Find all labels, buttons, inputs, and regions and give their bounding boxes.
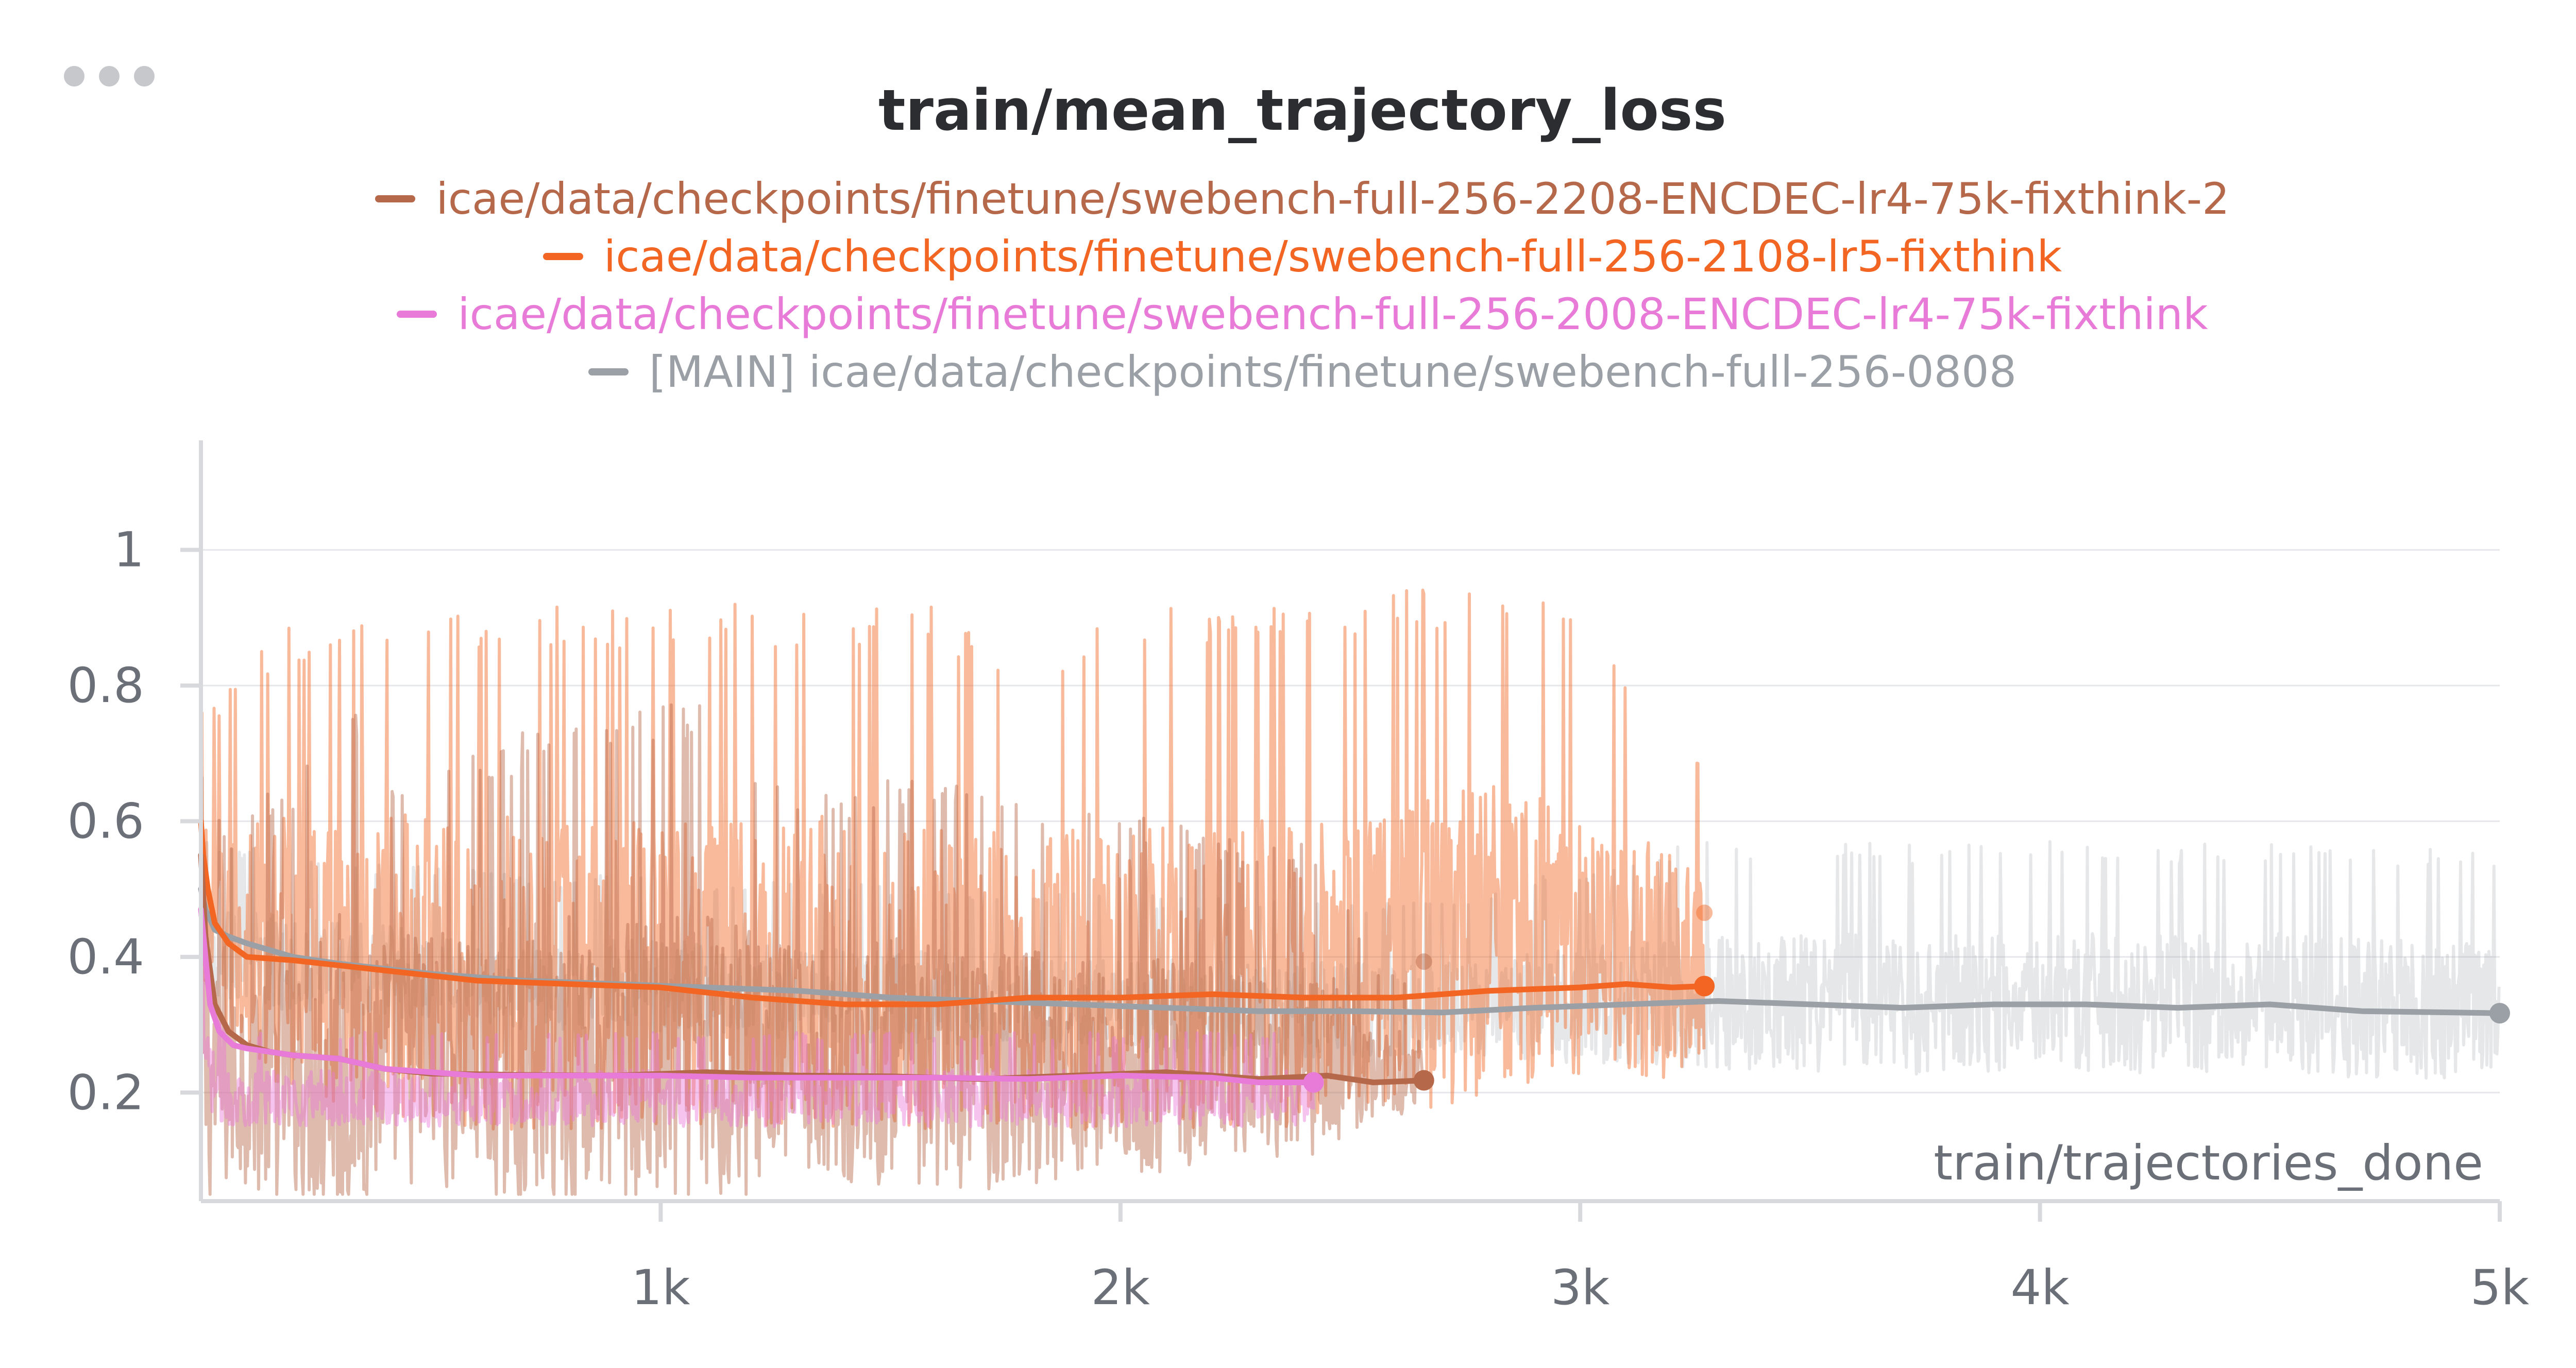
legend-item[interactable]: icae/data/checkpoints/finetune/swebench-…: [0, 285, 2576, 343]
menu-dot: [99, 66, 120, 87]
series-endpoint-marker: [2489, 1003, 2510, 1024]
x-tick-label: 3k: [1551, 1260, 1610, 1316]
raw-series-layer: [199, 588, 2508, 1196]
raw-series-line: [199, 703, 1426, 1196]
x-tick-label: 1k: [631, 1260, 690, 1316]
y-tick-label: 0.2: [67, 1065, 145, 1121]
smoothed-series-line: [198, 907, 1317, 1085]
raw-endpoint-marker: [1696, 904, 1713, 921]
legend-item[interactable]: [MAIN] icae/data/checkpoints/finetune/sw…: [0, 343, 2576, 401]
y-tick-label: 0.4: [67, 929, 145, 985]
chart-title: train/mean_trajectory_loss: [878, 77, 1726, 143]
raw-endpoint-marker: [1415, 953, 1432, 970]
legend-swatch: [543, 253, 583, 260]
raw-series-line: [199, 588, 1706, 1132]
axes: [180, 440, 2502, 1222]
legend-item[interactable]: icae/data/checkpoints/finetune/swebench-…: [0, 228, 2576, 285]
x-axis-label: train/trajectories_done: [1934, 1135, 2483, 1191]
smoothed-series-layer: [198, 818, 2510, 1093]
y-tick-label: 1: [113, 522, 144, 578]
raw-series-line: [199, 949, 1315, 1128]
menu-dot: [134, 66, 155, 87]
x-tick-label: 4k: [2010, 1260, 2070, 1316]
chart-legend: icae/data/checkpoints/finetune/swebench-…: [0, 170, 2576, 401]
smoothed-series-line: [198, 886, 2503, 1016]
menu-dot: [64, 66, 84, 87]
series-endpoint-marker: [1694, 976, 1715, 997]
legend-label: icae/data/checkpoints/finetune/swebench-…: [457, 289, 2208, 339]
x-tick-label: 5k: [2470, 1260, 2530, 1316]
y-tick-label: 0.6: [67, 793, 145, 849]
legend-swatch: [375, 195, 416, 202]
legend-swatch: [588, 368, 629, 375]
raw-series-line: [199, 840, 2501, 1080]
panel-menu-icon[interactable]: [64, 66, 155, 87]
x-tick-label: 2k: [1091, 1260, 1150, 1316]
legend-item[interactable]: icae/data/checkpoints/finetune/swebench-…: [0, 170, 2576, 228]
legend-label: [MAIN] icae/data/checkpoints/finetune/sw…: [649, 347, 2017, 397]
y-tick-label: 0.8: [67, 658, 145, 714]
series-endpoint-marker: [1303, 1072, 1324, 1093]
legend-label: icae/data/checkpoints/finetune/swebench-…: [603, 231, 2062, 282]
legend-swatch: [397, 311, 437, 318]
legend-label: icae/data/checkpoints/finetune/swebench-…: [436, 174, 2230, 224]
smoothed-series-line: [198, 818, 1707, 1007]
series-endpoint-marker: [1413, 1070, 1434, 1091]
tick-labels: 1k 2k 3k 4k 5k 0.2 0.4 0.6 0.8 1: [67, 522, 2530, 1316]
grid-lines: [201, 549, 2500, 1093]
